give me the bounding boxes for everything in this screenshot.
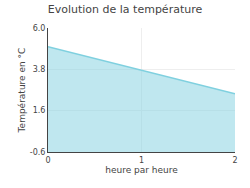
svg-text:1: 1	[139, 156, 144, 165]
svg-text:-0.6: -0.6	[30, 148, 46, 157]
svg-text:2: 2	[232, 156, 237, 165]
svg-text:heure par heure: heure par heure	[105, 165, 178, 175]
svg-text:0: 0	[45, 156, 50, 165]
svg-text:3.8: 3.8	[33, 65, 46, 74]
svg-text:Evolution de la température: Evolution de la température	[48, 3, 203, 16]
svg-text:Température en °C: Température en °C	[17, 48, 27, 134]
svg-text:1.6: 1.6	[33, 106, 46, 115]
svg-text:6.0: 6.0	[33, 24, 46, 33]
